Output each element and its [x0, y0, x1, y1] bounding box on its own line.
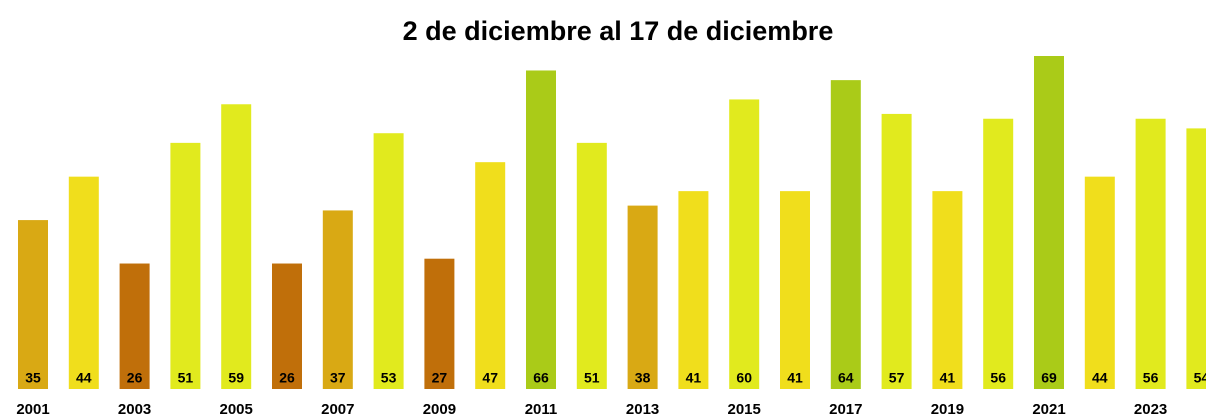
- bar: [119, 263, 150, 389]
- bar: [983, 118, 1014, 389]
- value-label: 26: [127, 370, 143, 386]
- bar: [576, 142, 607, 389]
- bar: [322, 210, 353, 389]
- x-tick-label: 2005: [220, 401, 253, 418]
- bar: [881, 113, 912, 390]
- bar: [729, 99, 760, 389]
- bar: [18, 220, 48, 389]
- value-label: 54: [1194, 370, 1206, 386]
- bar: [780, 191, 810, 389]
- bar: [272, 263, 302, 389]
- bar: [932, 191, 963, 389]
- x-tick-label: 2015: [728, 401, 761, 418]
- value-label: 56: [1143, 370, 1159, 386]
- value-label: 27: [432, 370, 448, 386]
- value-label: 37: [330, 370, 346, 386]
- x-tick-label: 2021: [1032, 401, 1065, 418]
- value-label: 26: [279, 370, 295, 386]
- value-label: 35: [25, 370, 41, 386]
- x-tick-label: 2019: [931, 401, 964, 418]
- bar: [1186, 128, 1206, 390]
- bar: [170, 142, 201, 389]
- value-label: 59: [228, 370, 244, 386]
- value-label: 60: [736, 370, 752, 386]
- bar: [1084, 176, 1115, 389]
- value-label: 41: [940, 370, 956, 386]
- bar: [627, 205, 658, 389]
- bar: [424, 258, 455, 389]
- value-label: 47: [482, 370, 498, 386]
- value-label: 44: [76, 370, 92, 386]
- value-label: 44: [1092, 370, 1108, 386]
- x-tick-label: 2003: [118, 401, 151, 418]
- x-tick-label: 2001: [16, 401, 49, 418]
- value-label: 41: [686, 370, 702, 386]
- value-label: 41: [787, 370, 803, 386]
- bar: [373, 133, 404, 389]
- value-label: 57: [889, 370, 905, 386]
- value-label: 38: [635, 370, 651, 386]
- bar: [830, 80, 861, 389]
- x-tick-label: 2011: [525, 401, 558, 418]
- bar: [678, 191, 709, 389]
- bar: [221, 104, 252, 390]
- x-tick-label: 2009: [423, 401, 456, 418]
- bar: [68, 176, 99, 389]
- value-label: 64: [838, 370, 854, 386]
- value-label: 66: [533, 370, 549, 386]
- bar: [1034, 56, 1064, 389]
- value-label: 69: [1041, 370, 1057, 386]
- value-label: 51: [584, 370, 600, 386]
- bar: [475, 162, 506, 389]
- x-tick-label: 2023: [1134, 401, 1167, 418]
- bar: [526, 70, 556, 389]
- value-label: 51: [178, 370, 194, 386]
- x-tick-label: 2007: [321, 401, 354, 418]
- value-label: 56: [990, 370, 1006, 386]
- value-label: 53: [381, 370, 397, 386]
- x-tick-label: 2017: [829, 401, 862, 418]
- chart-title: 2 de diciembre al 17 de diciembre: [403, 16, 834, 46]
- bar: [1135, 118, 1166, 389]
- x-tick-label: 2013: [626, 401, 659, 418]
